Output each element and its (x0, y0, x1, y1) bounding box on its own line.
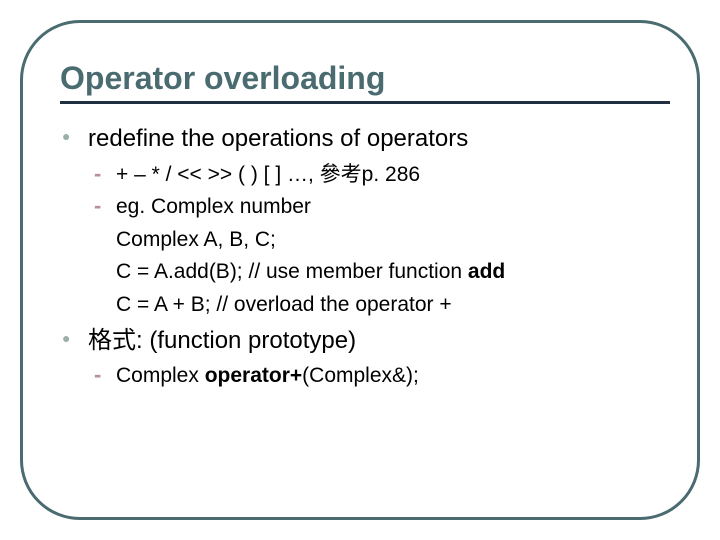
item-text: redefine the operations of operators (88, 125, 468, 152)
list-item: eg. Complex number (88, 191, 670, 224)
slide-title: Operator overloading (60, 60, 670, 104)
list-item: 格式: (function prototype) Complex operato… (60, 324, 670, 393)
list-item: + – * / << >> ( ) [ ] …, 參考p. 286 (88, 159, 670, 192)
slide-content: Operator overloading redefine the operat… (60, 60, 670, 395)
item-text-post: (Complex&); (302, 364, 419, 387)
bullet-list-lvl2: Complex operator+(Complex&); (88, 360, 670, 393)
list-item: C = A.add(B); // use member function add (88, 256, 670, 289)
item-text: + – * / << >> ( ) [ ] …, 參考p. 286 (116, 163, 420, 186)
item-text-bold: operator+ (205, 364, 302, 387)
item-text: Complex A, B, C; (116, 228, 276, 251)
item-text-bold: add (468, 260, 505, 283)
item-text: eg. Complex number (116, 195, 311, 218)
bullet-list-lvl1: redefine the operations of operators + –… (60, 122, 670, 393)
item-text-pre: Complex (116, 364, 205, 387)
list-item: Complex operator+(Complex&); (88, 360, 670, 393)
list-item: C = A + B; // overload the operator + (88, 289, 670, 322)
item-text: 格式: (function prototype) (88, 327, 356, 354)
item-text-pre: C = A.add(B); // use member function (116, 260, 468, 283)
list-item: Complex A, B, C; (88, 224, 670, 257)
item-text: C = A + B; // overload the operator + (116, 293, 452, 316)
bullet-list-lvl2: + – * / << >> ( ) [ ] …, 參考p. 286 eg. Co… (88, 159, 670, 322)
list-item: redefine the operations of operators + –… (60, 122, 670, 322)
